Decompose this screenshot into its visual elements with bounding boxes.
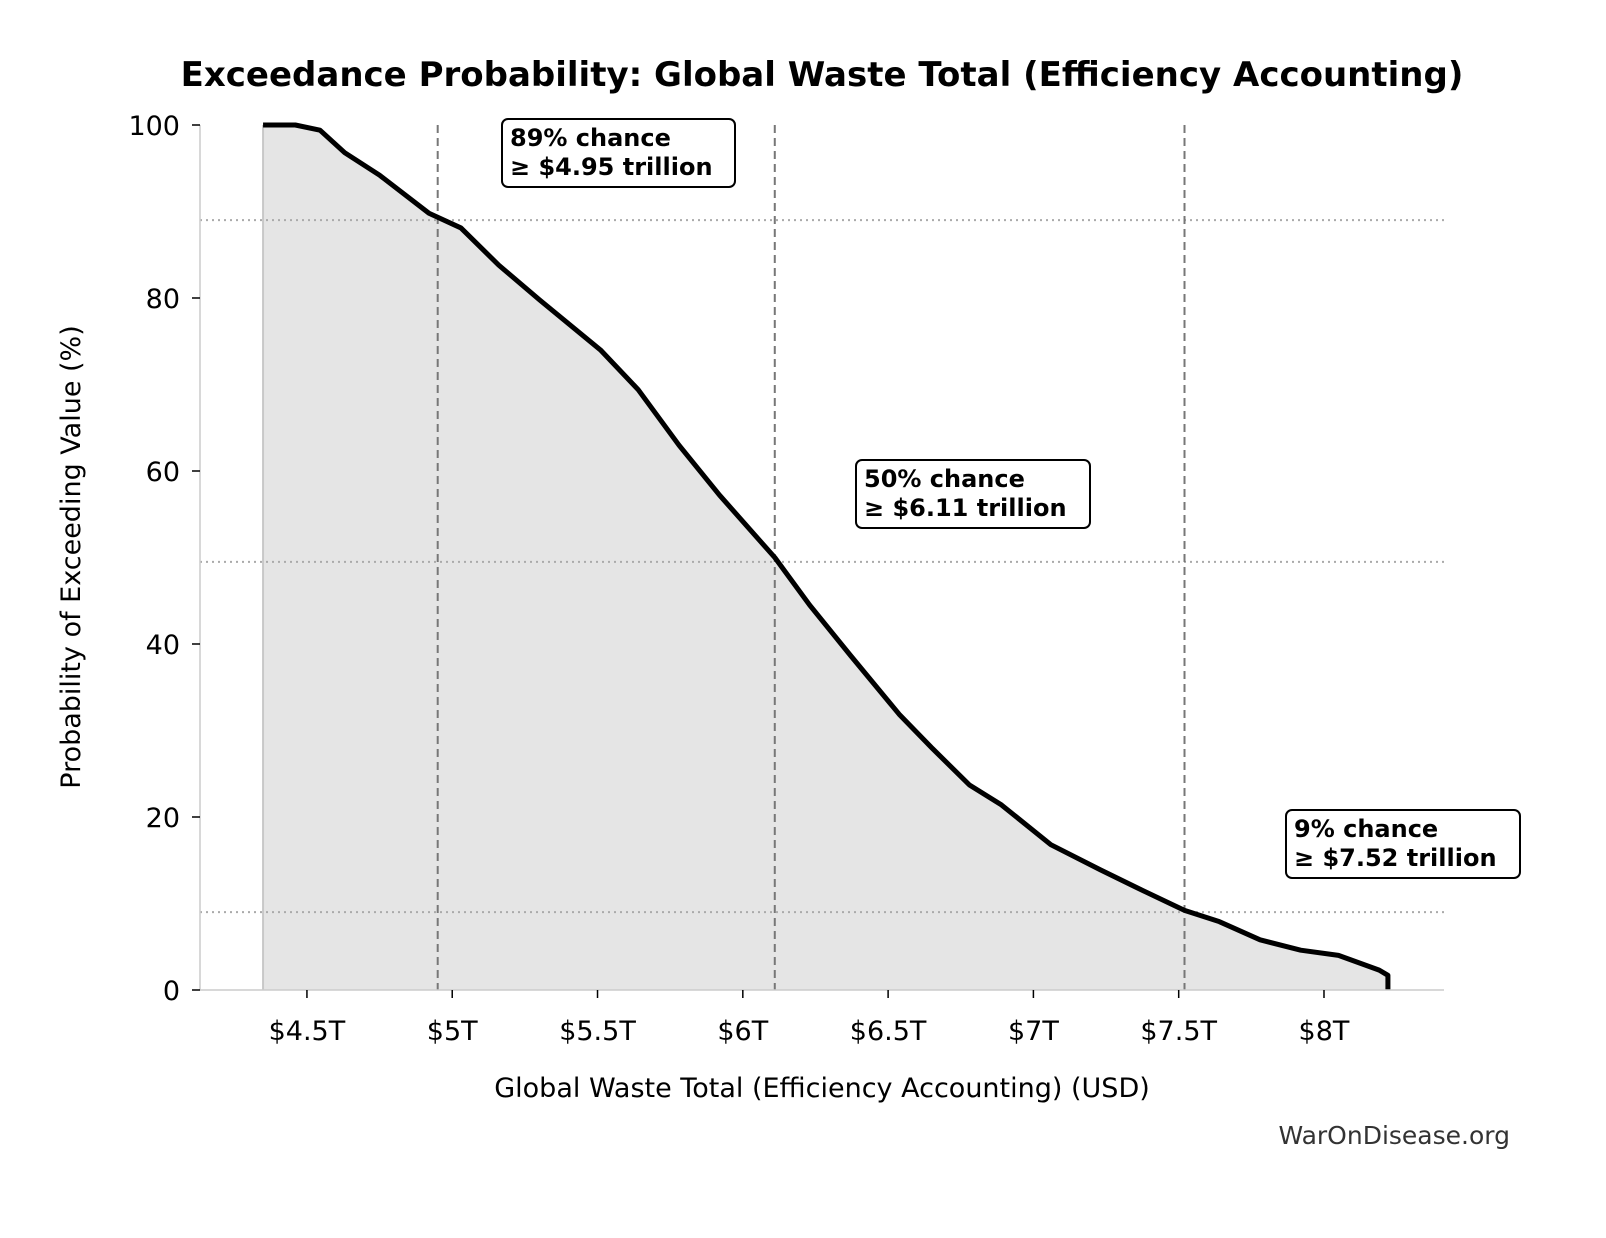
annotation-line2: ≥ $6.11 trillion [864,494,1067,522]
y-tick-label: 60 [146,457,180,488]
chart-title: Exceedance Probability: Global Waste Tot… [181,55,1464,95]
annotation-line1: 9% chance [1294,815,1438,843]
x-tick-label: $5.5T [559,1016,636,1047]
annotation-line2: ≥ $4.95 trillion [510,153,713,181]
x-tick-label: $5T [427,1016,478,1047]
x-tick-label: $7.5T [1140,1016,1217,1047]
x-tick-label: $6T [717,1016,768,1047]
y-tick-label: 80 [146,284,180,315]
annotation-box [501,118,736,188]
y-tick-label: 0 [163,976,180,1007]
annotation-box [1285,809,1521,879]
annotation-box [855,459,1091,529]
annotation-line1: 89% chance [510,124,671,152]
x-tick-label: $4.5T [269,1016,346,1047]
y-tick-label: 20 [146,803,180,834]
area-fill [263,125,1388,990]
x-tick-label: $6.5T [850,1016,927,1047]
y-axis-label: Probability of Exceeding Value (%) [56,325,87,788]
x-axis-label: Global Waste Total (Efficiency Accountin… [494,1073,1150,1104]
annotation-line1: 50% chance [864,465,1025,493]
exceedance-curve [263,122,1391,990]
y-tick-label: 40 [146,630,180,661]
x-tick-label: $7T [1008,1016,1059,1047]
annotation-line2: ≥ $7.52 trillion [1294,844,1497,872]
x-tick-label: $8T [1299,1016,1350,1047]
watermark: WarOnDisease.org [1278,1121,1510,1150]
y-tick-label: 100 [128,111,180,142]
